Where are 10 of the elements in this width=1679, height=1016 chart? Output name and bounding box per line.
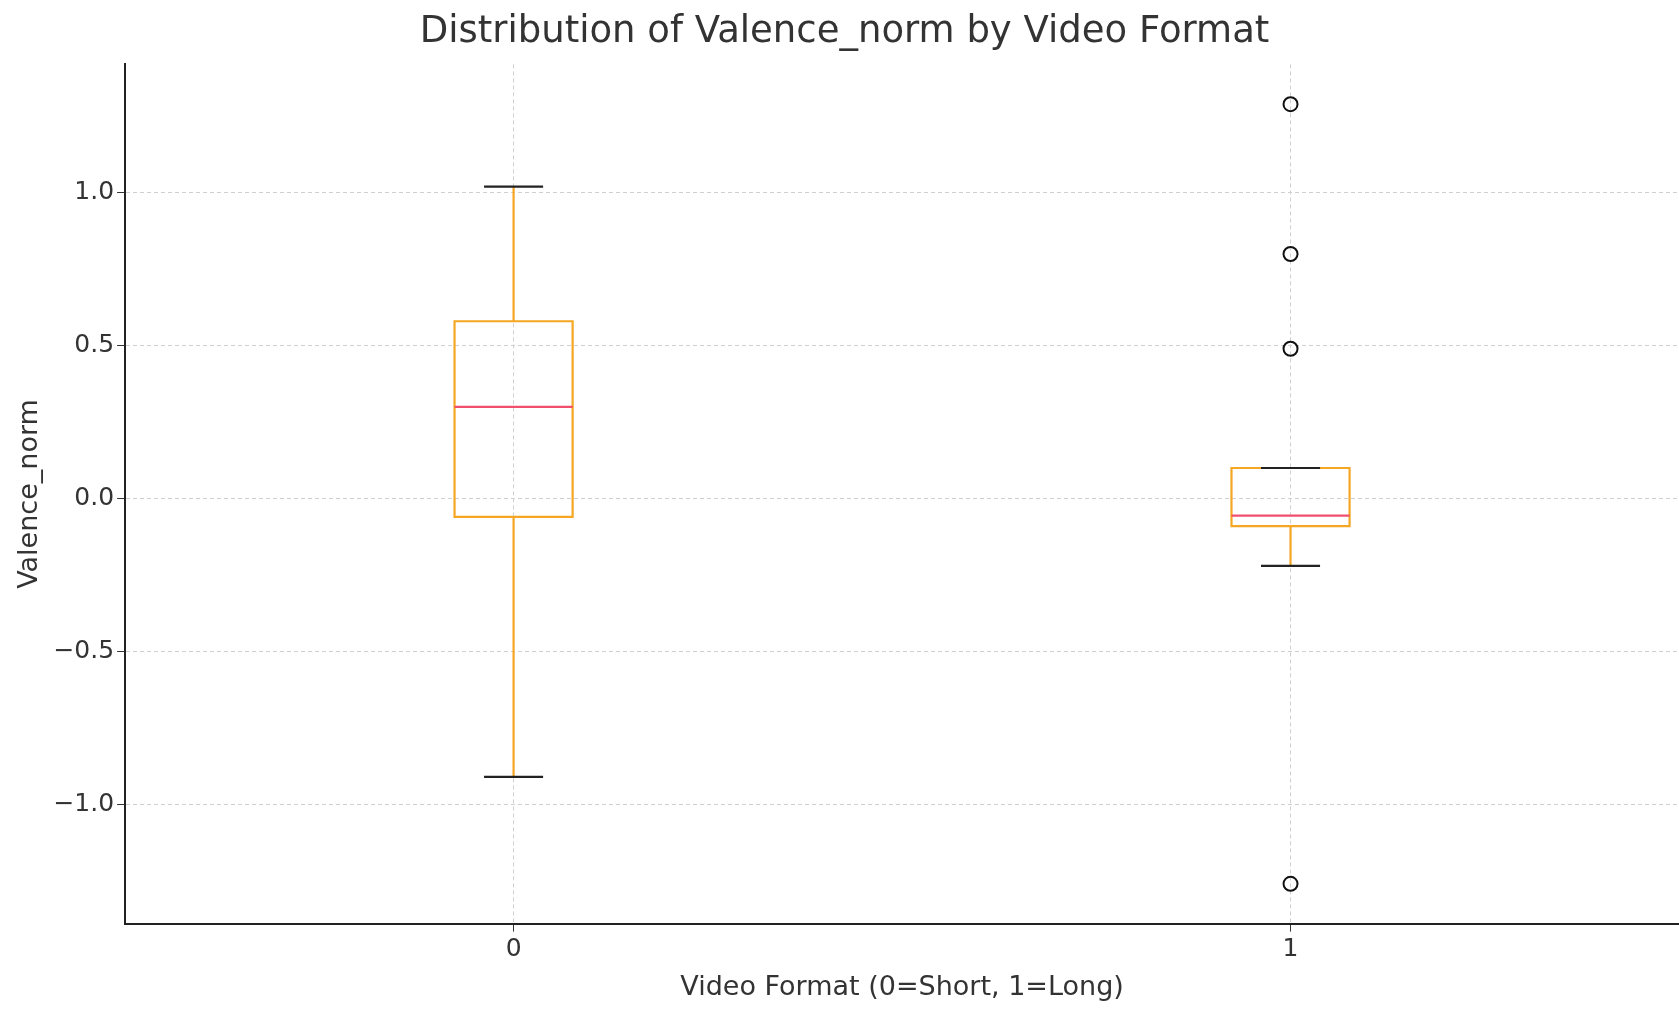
- y-tick-label: −1.0: [53, 787, 115, 817]
- y-tick-label: 0.5: [74, 329, 115, 359]
- y-tick-label: 1.0: [74, 176, 115, 206]
- x-axis-title: Video Format (0=Short, 1=Long): [680, 969, 1124, 1001]
- y-tick-label: −0.5: [53, 634, 115, 664]
- x-tick-label: 0: [505, 933, 522, 963]
- y-tick-label: 0.0: [74, 482, 115, 512]
- y-axis-title: Valence_norm: [12, 399, 44, 589]
- chart-title: Distribution of Valence_norm by Video Format: [419, 7, 1270, 51]
- x-tick-label: 1: [1282, 933, 1299, 963]
